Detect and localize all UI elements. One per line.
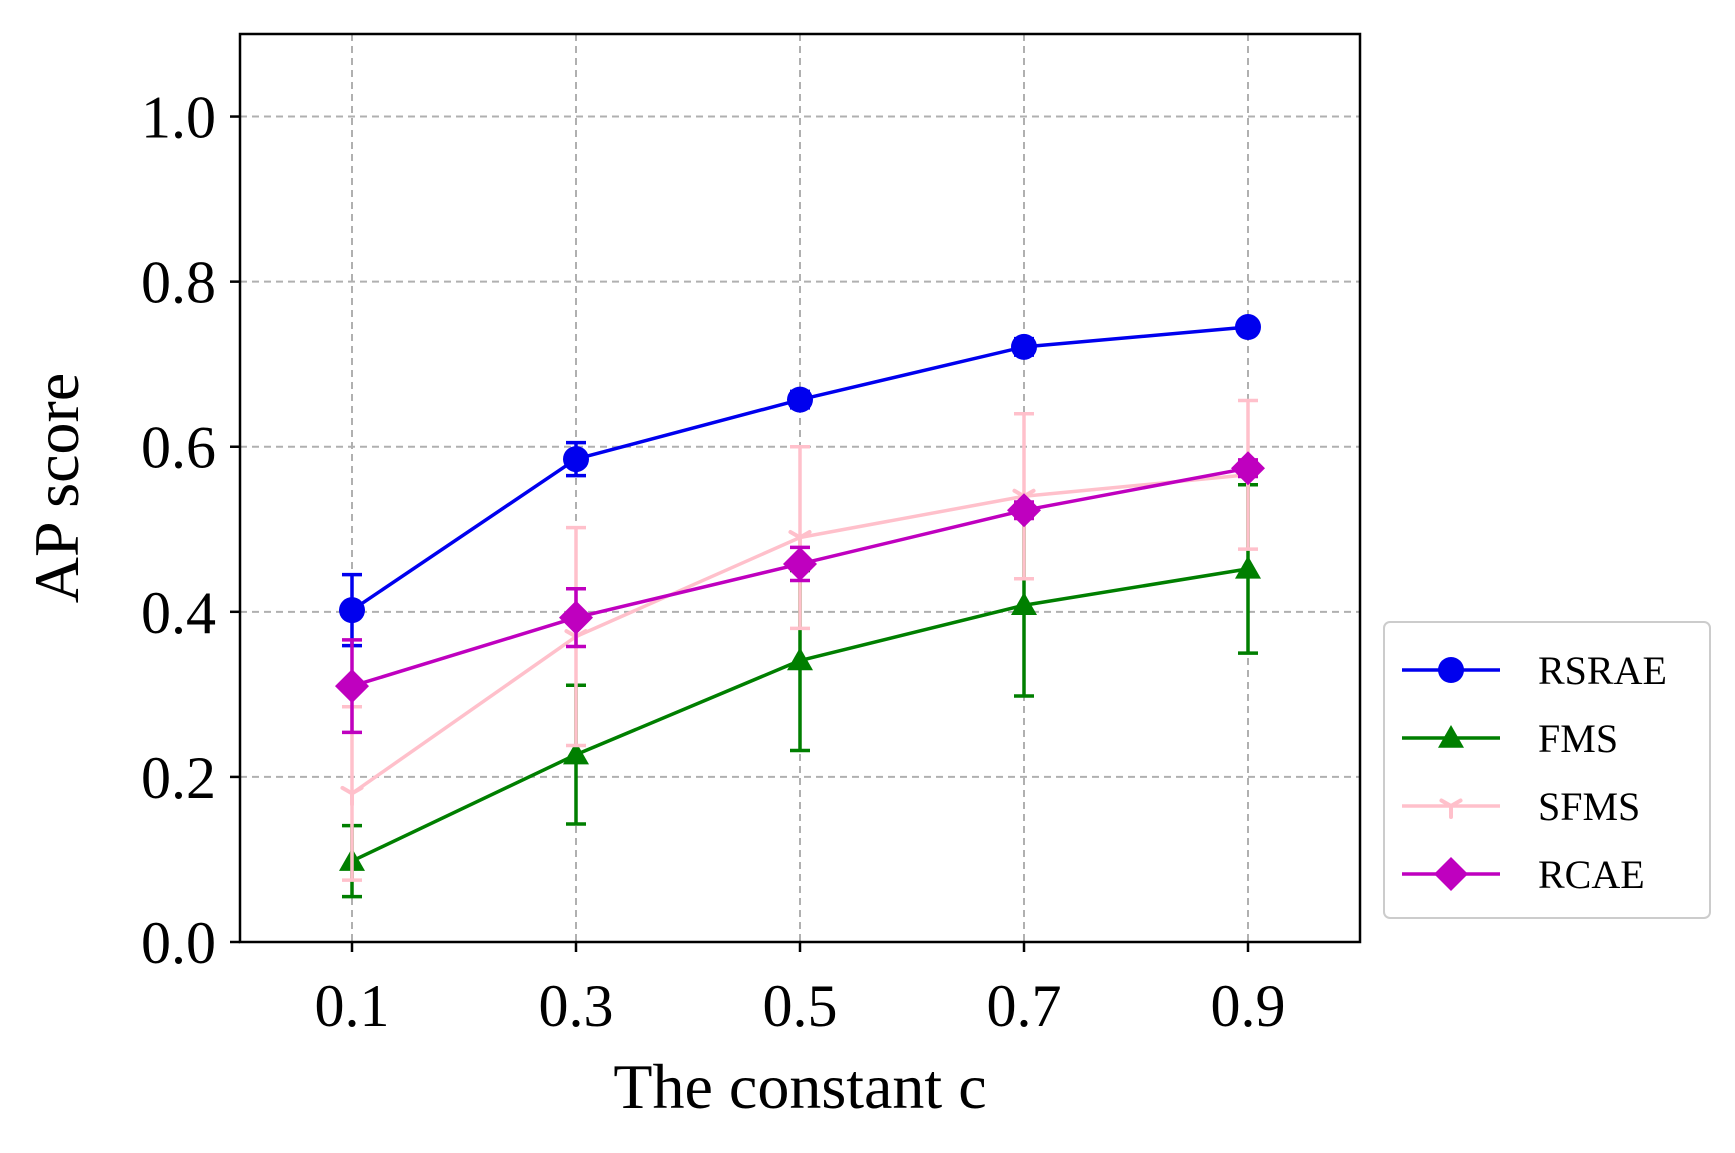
data-point [563,741,589,765]
x-axis-title: The constant c [613,1051,986,1122]
y-tick-label: 0.8 [141,250,216,316]
legend-entry-sfms: SFMS [1402,784,1640,829]
data-point [1231,451,1265,486]
data-point [340,785,364,807]
legend-marker [1438,657,1464,683]
y-tick-label: 1.0 [141,85,216,151]
legend-label: RSRAE [1538,648,1667,693]
data-point [339,597,365,624]
y-tick-label: 0.2 [141,745,216,811]
legend-entry-rcae: RCAE [1402,852,1645,897]
legend-marker [1439,798,1463,819]
x-tick-label: 0.7 [987,973,1062,1039]
y-tick-label: 0.6 [141,415,216,481]
legend-label: FMS [1538,716,1618,761]
series-layer [335,314,1265,899]
legend-label: RCAE [1538,852,1645,897]
data-point [1011,333,1037,360]
data-point [1235,314,1261,341]
x-tick-label: 0.9 [1211,973,1286,1039]
legend-entry-rsrae: RSRAE [1402,648,1667,693]
x-tick-label: 0.3 [539,973,614,1039]
data-point [563,446,589,473]
x-tick-label: 0.5 [763,973,838,1039]
y-axis-title: AP score [21,373,92,603]
data-point [1011,592,1037,615]
x-tick-label: 0.1 [315,973,390,1039]
y-tick-label: 0.4 [141,580,216,646]
data-point [1235,555,1261,579]
legend-marker [1438,725,1464,748]
data-point [783,546,817,581]
data-point [787,386,813,413]
tick-layer: 0.1 0.3 0.5 0.7 0.9 0.0 0.2 0.4 0.6 0.8 1.0 [141,85,1286,1039]
legend-box [1383,621,1711,919]
data-point [559,600,593,635]
data-point [1007,493,1041,528]
legend-label: SFMS [1538,784,1640,829]
y-tick-label: 0.0 [141,910,216,976]
data-point [787,647,813,671]
legend-marker [1434,857,1468,891]
series-rcae [335,451,1265,735]
data-point [335,669,369,704]
series-rsrae [339,314,1261,648]
legend-entry-fms: FMS [1402,716,1618,761]
legend: RSRAE FMS SFMS RCAE [1383,621,1711,919]
